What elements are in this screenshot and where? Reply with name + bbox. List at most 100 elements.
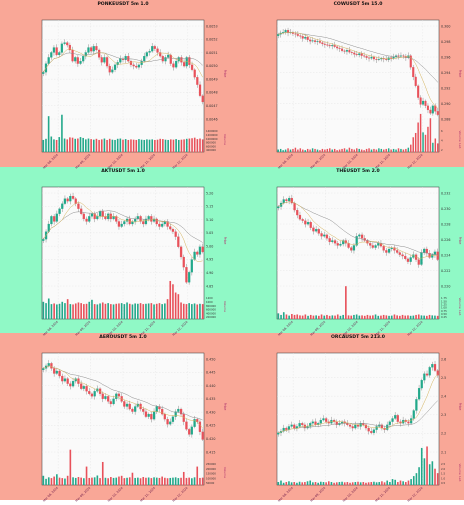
candle-body xyxy=(353,52,356,55)
candle-body xyxy=(431,105,434,114)
volume-bar xyxy=(423,458,426,485)
volume-bar xyxy=(132,139,135,152)
volume-bar xyxy=(428,464,431,485)
volume-bar xyxy=(304,150,306,152)
volume-bar xyxy=(385,315,388,319)
candle-body xyxy=(290,424,293,427)
y-tick-label: 0.228 xyxy=(441,222,450,226)
y-tick-label: 0.224 xyxy=(441,253,450,257)
candle-body xyxy=(76,57,79,64)
volume-bar xyxy=(311,148,314,152)
candle-body xyxy=(385,58,388,60)
volume-tick-label: 4 xyxy=(441,139,443,143)
candlestick-chart: AEROUSDT 5m 1.0 0.450 0.445 0.440 0.435 0.430… xyxy=(41,335,227,503)
volume-bar xyxy=(155,477,158,485)
candle-body xyxy=(409,55,412,68)
candle-body xyxy=(304,36,307,39)
volume-bar xyxy=(175,139,177,152)
volume-bar xyxy=(88,301,91,319)
candle-body xyxy=(108,65,111,73)
volume-bar xyxy=(374,314,377,319)
volume-bar xyxy=(427,126,429,152)
volume-bar xyxy=(47,116,50,152)
volume-bar xyxy=(336,314,339,319)
candle-body xyxy=(365,56,368,58)
candle-body xyxy=(159,52,162,57)
candle-body xyxy=(66,42,69,46)
volume-bar xyxy=(348,147,351,152)
volume-bar xyxy=(193,303,196,319)
volume-bar xyxy=(201,139,204,152)
volume-bar xyxy=(88,477,91,485)
volume-bar xyxy=(318,315,320,319)
volume-bar xyxy=(196,139,199,152)
volume-bar xyxy=(72,477,74,485)
volume-bar xyxy=(127,139,130,152)
candle-body xyxy=(433,364,437,371)
volume-bar xyxy=(45,478,47,485)
candle-body xyxy=(90,393,94,397)
candle-body xyxy=(198,421,202,432)
candle-body xyxy=(420,380,423,389)
candle-body xyxy=(77,203,80,209)
volume-bar xyxy=(196,304,199,319)
volume-bar xyxy=(191,304,193,319)
candle-body xyxy=(145,52,149,57)
candles xyxy=(277,194,439,268)
candle-body xyxy=(84,52,87,57)
volume-bar xyxy=(53,303,55,319)
candle-body xyxy=(293,424,296,429)
volume-bar xyxy=(107,303,109,319)
candle-body xyxy=(135,65,138,68)
moving-average-slow xyxy=(43,210,203,243)
candle-body xyxy=(402,55,405,57)
volume-bar xyxy=(143,139,146,152)
volume-bar xyxy=(138,139,140,152)
volume-bar xyxy=(147,303,150,319)
volume-bar xyxy=(394,479,396,485)
candle-body xyxy=(58,208,61,214)
candle-body xyxy=(335,421,338,425)
volume-bar xyxy=(284,149,287,152)
candle-body xyxy=(309,222,312,228)
volume-bar xyxy=(415,473,418,485)
candle-body xyxy=(143,56,146,62)
candle-body xyxy=(161,223,164,227)
volume-bar xyxy=(177,478,180,485)
volume-bar xyxy=(359,482,362,485)
candle-body xyxy=(360,53,363,56)
volume-tick-label: 600000 xyxy=(206,308,216,312)
volume-bar xyxy=(134,477,136,485)
volume-bars xyxy=(42,449,204,485)
x-tick-label: Mar 12, 2024 xyxy=(407,153,424,170)
candle-body xyxy=(188,429,191,435)
candle-body xyxy=(96,216,99,220)
y-tick-label: 0.222 xyxy=(441,269,450,273)
candle-body xyxy=(136,216,139,220)
candle-body xyxy=(105,57,109,67)
volume-bar xyxy=(167,139,169,152)
volume-bar xyxy=(156,139,159,152)
x-tick-label: Mar 10, 2024 xyxy=(342,486,359,503)
volume-bar xyxy=(115,303,118,319)
volume-bar xyxy=(334,315,336,319)
candle-body xyxy=(277,34,280,36)
candle-body xyxy=(161,408,164,415)
volume-bar xyxy=(87,138,90,152)
volume-bar xyxy=(397,148,400,152)
candle-body xyxy=(333,45,336,47)
volume-bar xyxy=(90,139,92,152)
candle-body xyxy=(423,248,426,253)
candle-body xyxy=(322,418,325,421)
volume-tick-label: 1400000 xyxy=(206,129,218,133)
volume-bar xyxy=(74,138,76,152)
candle-body xyxy=(321,42,324,45)
candle-body xyxy=(372,56,375,60)
gridlines xyxy=(42,187,204,319)
candle-body xyxy=(298,214,302,220)
volume-bar xyxy=(154,139,156,152)
candle-body xyxy=(52,47,56,53)
volume-bar xyxy=(180,477,182,485)
candle-body xyxy=(155,218,158,225)
candle-body xyxy=(323,43,326,45)
